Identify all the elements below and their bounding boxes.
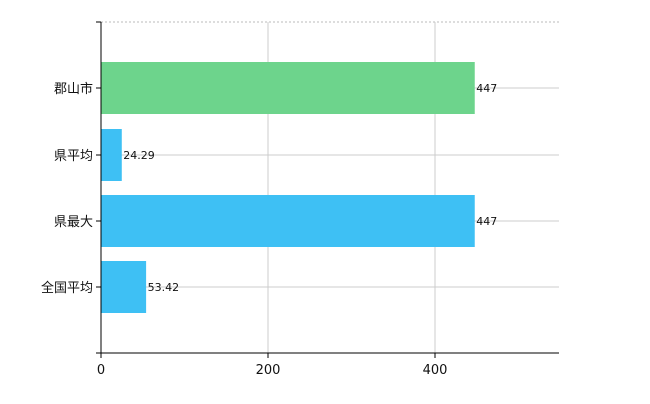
x-tick-label-400: 400: [423, 363, 448, 378]
value-label-1: 24.29: [123, 149, 155, 162]
value-label-3: 53.42: [148, 281, 180, 294]
value-label-2: 447: [476, 215, 497, 228]
axis-layer: [96, 21, 559, 358]
category-label-2: 県最大: [54, 215, 93, 230]
bar-1: [101, 129, 122, 181]
bar-layer: [101, 62, 475, 313]
category-label-1: 県平均: [54, 149, 93, 164]
x-tick-label-200: 200: [256, 363, 281, 378]
bar-3: [101, 261, 147, 313]
bar-2: [101, 195, 475, 247]
category-label-3: 全国平均: [41, 280, 93, 296]
x-tick-label-0: 0: [97, 363, 105, 378]
value-label-0: 447: [476, 82, 497, 95]
bar-0: [101, 62, 475, 114]
category-label-0: 郡山市: [54, 81, 93, 97]
